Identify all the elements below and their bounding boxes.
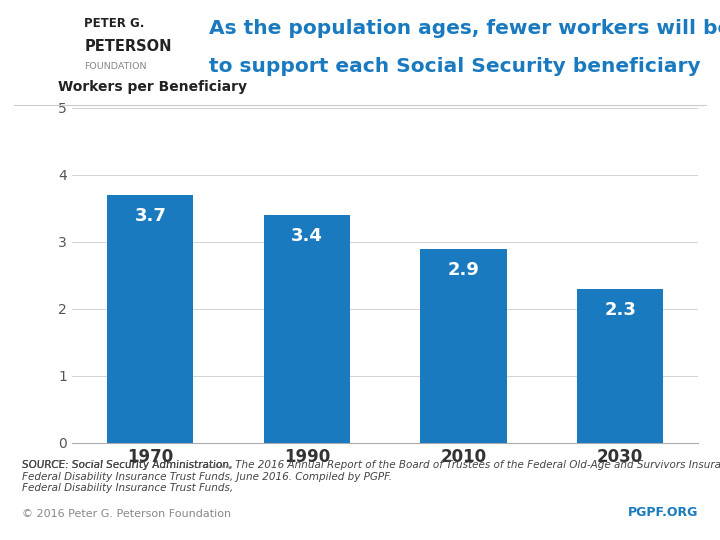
- Text: 2.9: 2.9: [448, 261, 480, 279]
- Text: Workers per Beneficiary: Workers per Beneficiary: [58, 80, 246, 94]
- Bar: [107, 195, 194, 443]
- Text: FOUNDATION: FOUNDATION: [84, 62, 147, 71]
- Bar: [420, 248, 507, 443]
- Text: to support each Social Security beneficiary: to support each Social Security benefici…: [209, 57, 701, 76]
- Text: PGPF.ORG: PGPF.ORG: [628, 507, 698, 519]
- Text: PETER G.: PETER G.: [84, 17, 145, 30]
- Text: 3.4: 3.4: [291, 227, 323, 245]
- Text: PETERSON: PETERSON: [84, 39, 172, 54]
- Text: 2.3: 2.3: [604, 301, 636, 319]
- Text: 3.7: 3.7: [135, 207, 166, 225]
- Text: SOURCE: Social Security Administration,: SOURCE: Social Security Administration,: [22, 460, 235, 470]
- Text: Federal Disability Insurance Trust Funds,: Federal Disability Insurance Trust Funds…: [22, 483, 233, 494]
- Bar: [264, 215, 350, 443]
- Text: SOURCE: Social Security Administration, The 2016 Annual Report of the Board of T: SOURCE: Social Security Administration, …: [22, 460, 720, 482]
- Text: © 2016 Peter G. Peterson Foundation: © 2016 Peter G. Peterson Foundation: [22, 509, 230, 519]
- Bar: [577, 289, 663, 443]
- Text: As the population ages, fewer workers will be paying taxes: As the population ages, fewer workers wi…: [209, 19, 720, 38]
